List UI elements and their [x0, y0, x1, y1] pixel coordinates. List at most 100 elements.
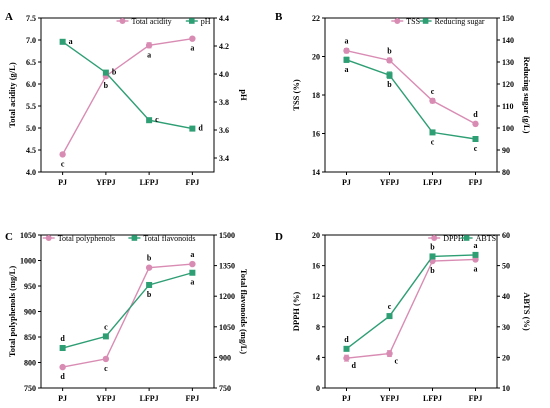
- x-tick-label: YFPJ: [96, 178, 116, 187]
- plot-frame: [324, 17, 498, 173]
- left-tick-label: 6.0: [26, 80, 36, 89]
- left-axis-title: TSS (%): [291, 79, 301, 111]
- left-tick-label: 850: [24, 333, 36, 342]
- legend-label: Total flavonoids: [143, 234, 195, 243]
- right-tick-label: 4.2: [219, 42, 229, 51]
- legend-label: DPPH: [443, 234, 464, 243]
- x-tick-label: FPJ: [185, 178, 199, 187]
- series-line: [62, 263, 193, 368]
- series-line: [346, 258, 476, 359]
- legend-marker: [463, 235, 470, 241]
- data-point: [343, 345, 350, 352]
- x-tick-label: PJ: [342, 178, 351, 187]
- series-abts: d c b a: [343, 241, 479, 352]
- right-tick-label: 150: [502, 14, 514, 23]
- right-tick-label: 90: [502, 146, 510, 155]
- right-tick-label: 120: [502, 80, 514, 89]
- x-tick-label: FPJ: [185, 394, 199, 403]
- significance-letter: b: [147, 290, 152, 299]
- right-tick-label: 3.8: [219, 98, 229, 107]
- significance-letter: c: [388, 302, 392, 311]
- right-tick-label: 100: [502, 124, 514, 133]
- right-tick-label: 900: [219, 353, 231, 362]
- right-tick-label: 110: [502, 102, 514, 111]
- right-tick-label: 3.6: [219, 126, 229, 135]
- data-point: [429, 129, 436, 136]
- legend-marker: [431, 235, 438, 241]
- x-tick-label: YFPJ: [96, 394, 116, 403]
- significance-letter: b: [147, 254, 152, 263]
- left-tick-label: 750: [24, 384, 36, 393]
- left-tick-label: 1050: [20, 231, 36, 240]
- legend: TSS Reducing sugar: [391, 17, 485, 26]
- series-ph: a b c d: [59, 37, 203, 133]
- right-tick-label: 1500: [219, 231, 235, 240]
- significance-letter: b: [387, 80, 392, 89]
- data-point: [343, 47, 350, 54]
- right-tick-label: 40: [502, 292, 510, 301]
- left-tick-label: 18: [312, 91, 320, 100]
- x-tick-label: LFPJ: [140, 394, 159, 403]
- data-point: [146, 117, 153, 124]
- data-point: [343, 354, 350, 362]
- legend-marker: [45, 235, 52, 241]
- data-point: [59, 363, 66, 371]
- plot-frame: [324, 234, 498, 389]
- left-tick-label: 7.0: [26, 36, 36, 45]
- panel-b: B 14 16 18 20 22 80 90 100 110 120 130 140 150 PJ YFPJ L…: [275, 11, 532, 187]
- data-point: [146, 281, 153, 288]
- left-tick-label: 20: [312, 231, 320, 240]
- significance-letter: a: [69, 37, 73, 46]
- significance-letter: d: [60, 372, 65, 381]
- left-tick-label: 900: [24, 308, 36, 317]
- legend-marker: [131, 235, 138, 241]
- panel-letter: C: [5, 231, 13, 243]
- significance-letter: a: [147, 50, 151, 59]
- x-tick-label: LFPJ: [423, 178, 442, 187]
- series-line: [346, 59, 476, 140]
- data-point: [429, 97, 436, 104]
- right-tick-label: 4.4: [219, 14, 229, 23]
- significance-letter: b: [112, 68, 117, 77]
- data-point: [386, 57, 393, 64]
- x-tick-label: PJ: [342, 394, 351, 403]
- significance-letter: c: [474, 144, 478, 153]
- data-point: [472, 136, 479, 142]
- legend-label: pH: [201, 17, 211, 26]
- left-tick-label: 8: [316, 323, 320, 332]
- left-tick-label: 4.5: [26, 146, 36, 155]
- panel-letter: A: [5, 11, 13, 23]
- left-tick-label: 12: [312, 292, 320, 301]
- significance-letter: d: [344, 335, 349, 344]
- left-tick-label: 6.5: [26, 58, 36, 67]
- data-point: [189, 125, 196, 132]
- series-line: [346, 254, 476, 350]
- legend-marker: [119, 18, 126, 24]
- right-tick-label: 4.0: [219, 70, 229, 79]
- x-tick-label: YFPJ: [380, 394, 400, 403]
- x-tick-label: FPJ: [469, 178, 483, 187]
- right-tick-label: 80: [502, 168, 510, 177]
- series-tss: a b c d: [343, 37, 479, 128]
- right-tick-label: 3.4: [219, 154, 229, 163]
- x-tick-label: YFPJ: [380, 178, 400, 187]
- significance-letter: a: [345, 65, 349, 74]
- significance-letter: b: [387, 46, 392, 55]
- left-tick-label: 7.5: [26, 14, 36, 23]
- significance-letter: a: [190, 278, 194, 287]
- legend: Total acidity pH: [116, 17, 211, 26]
- right-axis-title: Total flavonoids (mg/L): [239, 269, 249, 354]
- legend-label: Total acidity: [132, 17, 172, 26]
- right-axis-title: pH: [239, 89, 249, 101]
- x-tick-label: PJ: [58, 394, 67, 403]
- data-point: [102, 69, 109, 76]
- significance-letter: d: [198, 124, 203, 133]
- series-line: [62, 272, 193, 349]
- legend-marker: [422, 18, 429, 24]
- left-tick-label: 1000: [20, 257, 36, 266]
- left-tick-label: 20: [312, 53, 320, 62]
- significance-letter: c: [431, 87, 435, 96]
- left-tick-label: 950: [24, 282, 36, 291]
- significance-letter: b: [104, 81, 109, 90]
- data-point: [386, 313, 393, 320]
